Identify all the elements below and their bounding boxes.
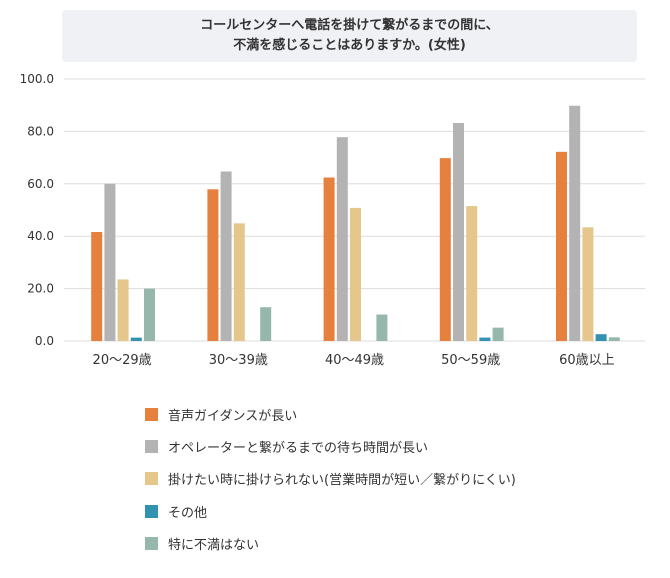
bar xyxy=(207,189,219,341)
legend-label: 特に不満はない xyxy=(168,537,260,553)
bar xyxy=(479,337,491,341)
bar xyxy=(453,123,464,342)
bar xyxy=(220,171,232,341)
bar xyxy=(556,151,567,341)
bar xyxy=(492,327,504,341)
bar-chart: 0.0 20.0 40.0 60.0 80.0 100.0 20〜29歳 30〜39歳 40〜4… xyxy=(20,72,645,368)
x-tick-label: 60歳以上 xyxy=(559,353,615,368)
bar xyxy=(323,177,335,341)
bar xyxy=(376,314,388,341)
legend-swatch xyxy=(145,472,158,486)
legend-label: 音声ガイダンスが長い xyxy=(168,408,298,424)
chart-title: コールセンターへ電話を掛けて繋がるまでの間に、 不満を感じることはありますか。(… xyxy=(62,10,637,62)
bar xyxy=(595,334,607,341)
bar xyxy=(144,288,155,341)
legend-item: その他 xyxy=(145,495,516,527)
y-tick-label: 80.0 xyxy=(27,124,54,138)
bar xyxy=(582,227,594,341)
legend-swatch xyxy=(145,439,158,453)
bar xyxy=(130,337,142,341)
legend-swatch xyxy=(145,504,158,518)
bar xyxy=(233,223,245,341)
y-tick-label: 60.0 xyxy=(27,177,54,191)
bar xyxy=(569,105,581,341)
y-tick-label: 100.0 xyxy=(20,72,54,86)
legend: 音声ガイダンスが長いオペレーターと繋がるまでの待ち時間が長い掛けたい時に掛けられ… xyxy=(145,398,516,559)
legend-label: その他 xyxy=(168,505,208,521)
legend-label: オペレーターと繋がるまでの待ち時間が長い xyxy=(168,440,429,456)
bar xyxy=(608,337,620,341)
chart-title-line-1: コールセンターへ電話を掛けて繋がるまでの間に、 xyxy=(200,18,499,33)
x-tick-label: 20〜29歳 xyxy=(93,353,152,368)
bar xyxy=(117,279,129,341)
bar xyxy=(336,137,348,341)
legend-item: 音声ガイダンスが長い xyxy=(145,398,516,430)
bar xyxy=(260,307,272,341)
bar xyxy=(91,232,103,341)
legend-item: 掛けたい時に掛けられない(営業時間が短い／繋がりにくい) xyxy=(145,463,516,495)
bar xyxy=(466,206,478,341)
chart-title-line-2: 不満を感じることはありますか。(女性) xyxy=(233,38,466,53)
legend-item: 特に不満はない xyxy=(145,527,516,559)
x-tick-label: 40〜49歳 xyxy=(325,353,384,368)
legend-swatch xyxy=(145,536,158,550)
bar xyxy=(104,183,116,341)
legend-label: 掛けたい時に掛けられない(営業時間が短い／繋がりにくい) xyxy=(168,473,516,489)
y-tick-label: 0.0 xyxy=(35,334,54,348)
bar xyxy=(439,158,451,341)
bar xyxy=(350,207,361,341)
y-tick-label: 20.0 xyxy=(27,282,54,296)
legend-swatch xyxy=(145,407,158,421)
legend-item: オペレーターと繋がるまでの待ち時間が長い xyxy=(145,430,516,462)
x-tick-label: 50〜59歳 xyxy=(441,353,500,368)
x-tick-label: 30〜39歳 xyxy=(209,353,268,368)
y-tick-label: 40.0 xyxy=(27,229,54,243)
